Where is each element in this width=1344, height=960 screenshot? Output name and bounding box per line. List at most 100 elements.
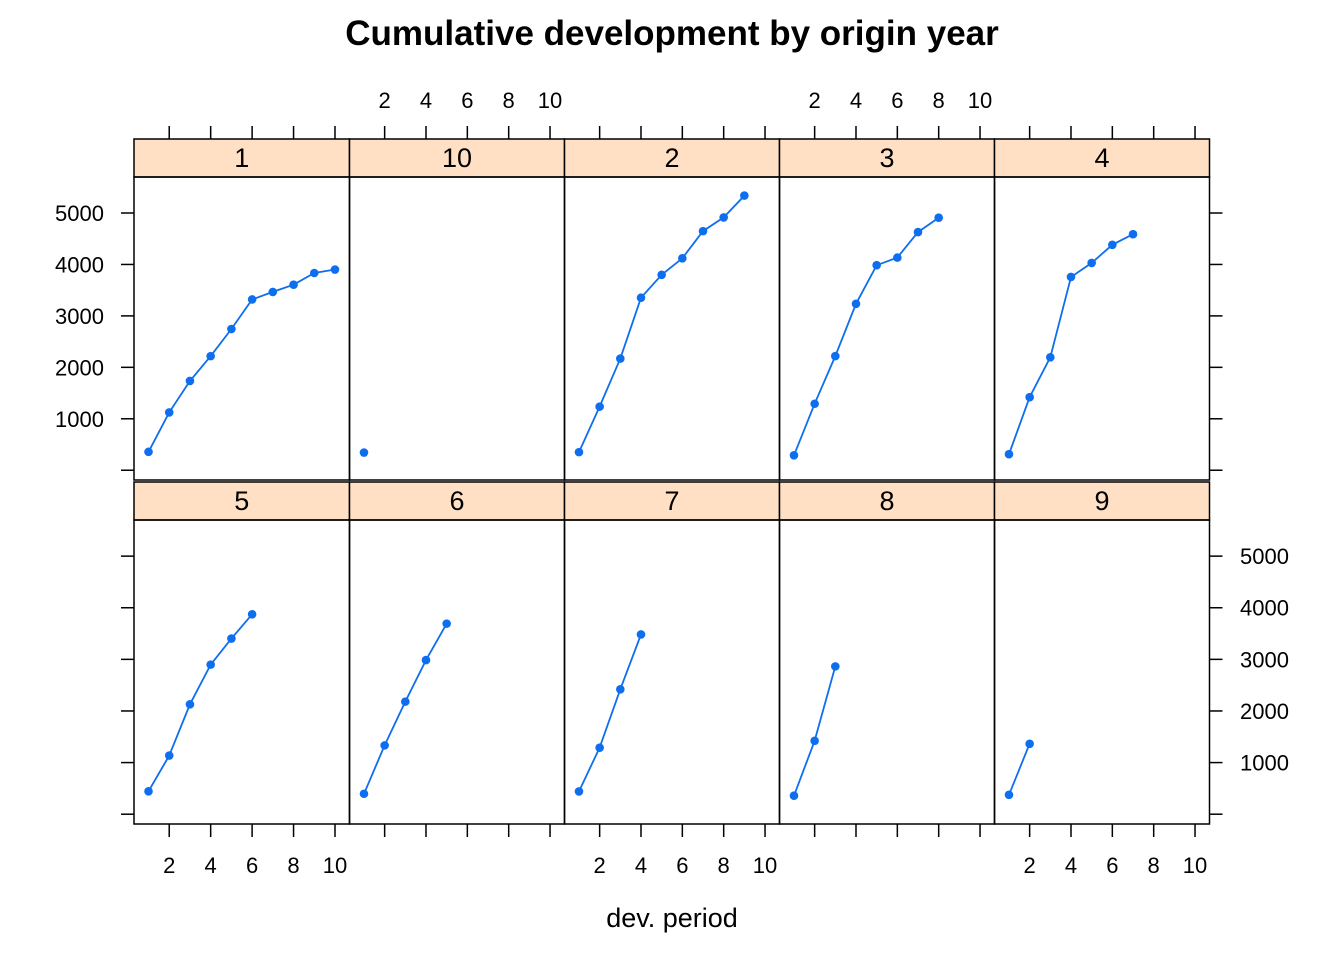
- x-tick-label: 10: [1183, 853, 1207, 878]
- x-tick-label: 8: [718, 853, 730, 878]
- data-point-5-2: [164, 751, 174, 760]
- panel-frame-3: [778, 176, 996, 481]
- x-tick-label: 4: [420, 88, 432, 113]
- y-tick-label: 1000: [55, 407, 104, 432]
- x-tick-label: 4: [850, 88, 862, 113]
- data-point-8-3: [831, 662, 840, 671]
- panel-1: 1: [133, 138, 351, 481]
- panel-frame-4: [993, 176, 1211, 481]
- data-point-3-3: [831, 351, 840, 361]
- data-point-8-1: [789, 791, 799, 800]
- data-point-8-2: [810, 736, 819, 746]
- series-line-4: [1008, 233, 1134, 455]
- y-tick-label: 5000: [1240, 544, 1289, 569]
- strip-label-1: 1: [234, 143, 249, 173]
- x-tick-label: 2: [1024, 853, 1036, 878]
- data-point-2-5: [657, 270, 666, 280]
- data-point-1-10: [330, 265, 340, 274]
- strip-label-3: 3: [879, 143, 894, 173]
- x-tick-label: 10: [538, 88, 562, 113]
- data-point-6-5: [442, 619, 451, 628]
- panel-8: 8: [778, 481, 996, 825]
- data-point-6-4: [421, 655, 431, 665]
- data-point-6-2: [380, 741, 389, 750]
- data-point-7-4: [636, 630, 646, 639]
- data-point-4-1: [1004, 449, 1014, 459]
- data-point-4-3: [1046, 353, 1055, 362]
- x-tick-label: 6: [891, 88, 903, 113]
- x-tick-label: 10: [753, 853, 777, 878]
- series-line-5: [147, 613, 253, 792]
- data-point-1-5: [227, 324, 236, 334]
- data-point-2-2: [595, 402, 604, 411]
- panel-frame-6: [348, 519, 566, 825]
- x-tick-label: 6: [676, 853, 688, 878]
- x-tick-label: 10: [968, 88, 992, 113]
- data-point-4-6: [1108, 240, 1117, 250]
- data-point-2-7: [698, 226, 708, 236]
- strip-label-9: 9: [1094, 486, 1109, 516]
- series-line-8: [793, 666, 837, 797]
- data-point-7-1: [574, 787, 584, 796]
- data-point-1-9: [309, 268, 319, 278]
- y-tick-label: 5000: [55, 201, 104, 226]
- data-point-2-8: [719, 213, 728, 222]
- series-line-6: [363, 623, 448, 795]
- series-line-1: [147, 268, 336, 453]
- y-tick-label: 1000: [1240, 751, 1289, 776]
- panel-10: 10: [348, 138, 566, 481]
- panels: 1 10 2 3 45 6 7 8 92 4 6 8 10 2 4 6 8 102 4 6 8 10 2 4 6 8 10 2 4 6 8 1…: [55, 88, 1289, 878]
- data-point-1-1: [144, 447, 153, 457]
- strip-label-2: 2: [664, 143, 679, 173]
- strip-label-5: 5: [234, 486, 249, 516]
- data-point-4-7: [1128, 229, 1138, 239]
- data-point-6-3: [401, 697, 410, 706]
- series-line-7: [578, 634, 642, 792]
- data-point-3-8: [934, 213, 943, 222]
- strip-label-8: 8: [879, 486, 894, 516]
- strip-label-7: 7: [664, 486, 679, 516]
- data-point-2-3: [616, 354, 625, 363]
- y-tick-label: 3000: [1240, 647, 1289, 672]
- strip-1: [133, 138, 351, 178]
- data-point-4-2: [1025, 392, 1034, 402]
- data-point-3-7: [913, 227, 923, 237]
- y-tick-label: 4000: [1240, 596, 1289, 621]
- x-tick-label: 6: [1106, 853, 1118, 878]
- panel-frame-5: [133, 519, 351, 825]
- x-tick-label: 10: [323, 853, 347, 878]
- x-tick-label: 4: [635, 853, 647, 878]
- panel-frame-1: [133, 176, 351, 481]
- x-tick-label: 2: [379, 88, 391, 113]
- x-tick-label: 8: [1148, 853, 1160, 878]
- data-point-4-5: [1087, 258, 1096, 268]
- data-point-9-1: [1004, 790, 1014, 800]
- series-line-2: [578, 194, 746, 453]
- data-point-3-5: [872, 260, 881, 270]
- y-tick-label: 4000: [55, 252, 104, 277]
- x-tick-label: 8: [503, 88, 515, 113]
- panel-frame-9: [993, 519, 1211, 825]
- y-tick-label: 2000: [1240, 699, 1289, 724]
- x-tick-label: 8: [933, 88, 945, 113]
- x-tick-label: 6: [246, 853, 258, 878]
- data-point-2-9: [740, 191, 749, 200]
- x-tick-label: 4: [205, 853, 217, 878]
- panel-4: 4: [993, 138, 1211, 481]
- x-tick-label: 2: [163, 853, 175, 878]
- data-point-3-2: [810, 399, 819, 409]
- panel-6: 6: [348, 481, 566, 825]
- data-point-5-4: [206, 660, 215, 669]
- strip-label-6: 6: [449, 486, 464, 516]
- data-point-7-2: [595, 743, 604, 753]
- x-tick-label: 8: [287, 853, 299, 878]
- data-point-1-7: [268, 287, 278, 297]
- panel-frame-2: [563, 176, 781, 481]
- data-point-3-4: [851, 299, 861, 309]
- panel-frame-10: [348, 176, 566, 481]
- data-point-10-1: [359, 448, 369, 457]
- data-point-5-5: [227, 634, 236, 643]
- data-point-6-1: [359, 789, 369, 799]
- panel-2: 2: [563, 138, 781, 481]
